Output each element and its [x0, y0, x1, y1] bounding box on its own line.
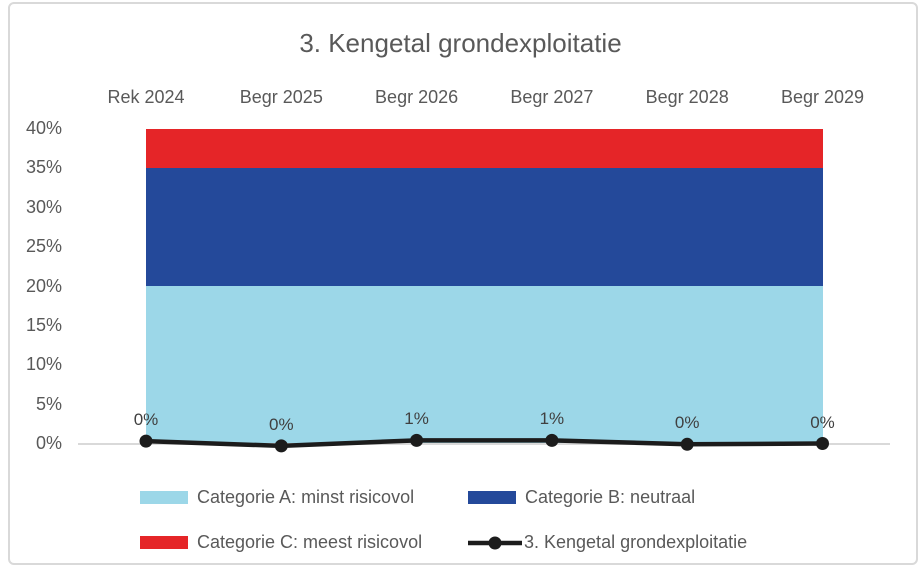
- y-axis-label: 35%: [25, 157, 62, 178]
- legend-label: Categorie C: meest risicovol: [197, 532, 423, 552]
- y-axis-label: 40%: [25, 118, 62, 138]
- y-axis-label: 5%: [35, 393, 62, 414]
- legend-item: Categorie A: minst risicovol: [140, 487, 414, 508]
- legend-item: Categorie B: neutraal: [468, 487, 695, 508]
- y-axis-label: 20%: [25, 275, 62, 296]
- x-axis-label: Begr 2028: [645, 87, 729, 107]
- area-band-2: [146, 167, 823, 286]
- data-label: 1%: [404, 409, 429, 429]
- data-label: 0%: [133, 410, 159, 430]
- data-label: 1%: [539, 409, 565, 429]
- x-axis-label: Begr 2029: [780, 87, 865, 107]
- y-axis-label: 25%: [25, 236, 62, 257]
- zero-baseline: [78, 442, 890, 445]
- legend-item: 3. Kengetal grondexploitatie: [468, 532, 747, 553]
- area-band-3: [146, 128, 823, 168]
- x-axis-label: Begr 2025: [239, 87, 323, 107]
- legend-swatch: [140, 491, 188, 504]
- x-axis-label: Begr 2026: [375, 87, 459, 107]
- data-label: 0%: [810, 412, 835, 432]
- data-label: 0%: [674, 413, 700, 433]
- y-axis-label: 15%: [25, 314, 62, 335]
- legend-swatch: [140, 536, 188, 549]
- legend-label: Categorie A: minst risicovol: [197, 487, 415, 507]
- x-axis-label: Rek 2024: [107, 87, 185, 107]
- area-band-1: [146, 286, 823, 444]
- legend-label: 3. Kengetal grondexploitatie: [524, 532, 748, 552]
- y-axis-label: 30%: [25, 196, 62, 217]
- y-axis-label: 10%: [25, 354, 62, 375]
- y-axis-label: 0%: [35, 433, 62, 453]
- x-axis-label: Begr 2027: [510, 87, 594, 107]
- legend-label: Categorie B: neutraal: [525, 487, 696, 507]
- chart-title: 3. Kengetal grondexploitatie: [299, 28, 622, 58]
- legend-line-marker-icon: [468, 536, 522, 549]
- legend-item: Categorie C: meest risicovol: [140, 532, 422, 553]
- data-label: 0%: [269, 414, 294, 434]
- legend-swatch: [468, 491, 516, 504]
